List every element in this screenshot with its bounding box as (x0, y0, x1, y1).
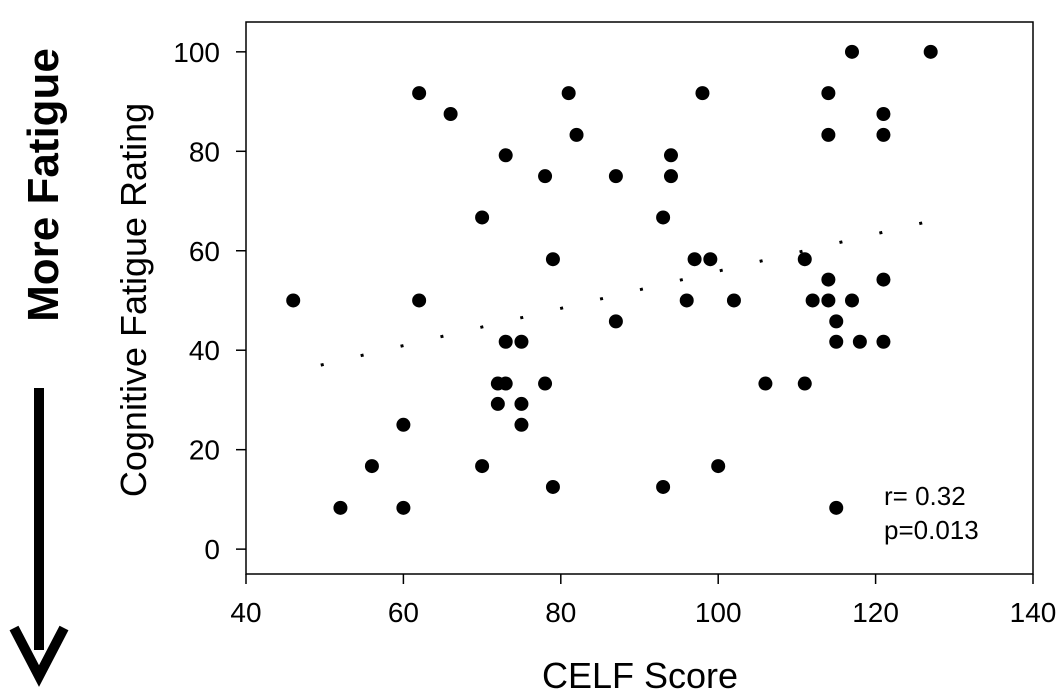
data-point (608, 314, 623, 329)
plot-frame (245, 21, 1034, 575)
data-point (821, 293, 836, 308)
data-point (829, 314, 844, 329)
y-tick-label: 80 (189, 136, 220, 167)
x-tick-label: 100 (695, 597, 742, 628)
data-point (679, 293, 694, 308)
x-tick-label: 120 (852, 597, 899, 628)
data-point (333, 500, 348, 515)
data-point (687, 252, 702, 267)
data-point (876, 334, 891, 349)
data-point (514, 417, 529, 432)
data-point (498, 334, 513, 349)
data-point (498, 148, 513, 163)
x-tick-label: 80 (545, 597, 576, 628)
data-point (569, 127, 584, 142)
data-points (286, 44, 938, 515)
correlation-r: r= 0.32 (884, 481, 966, 511)
p-value: p=0.013 (884, 515, 979, 545)
data-point (703, 252, 718, 267)
data-point (364, 459, 379, 474)
tick-labels: 40 60 80 100 120 140 0 20 40 60 80 100 (173, 37, 1056, 628)
more-fatigue-label: More Fatigue (19, 48, 68, 322)
data-point (844, 44, 859, 59)
data-point (514, 334, 529, 349)
data-point (286, 293, 301, 308)
data-point (844, 293, 859, 308)
y-axis-title: Cognitive Fatigue Rating (113, 103, 154, 497)
data-point (545, 479, 560, 494)
data-point (545, 252, 560, 267)
x-axis-title: CELF Score (542, 655, 738, 696)
data-point (656, 479, 671, 494)
data-point (876, 107, 891, 121)
data-point (797, 252, 812, 267)
data-point (711, 459, 726, 474)
data-point (876, 272, 891, 287)
data-point (608, 169, 623, 184)
data-point (498, 376, 513, 391)
y-tick-label: 60 (189, 236, 220, 267)
data-point (758, 376, 773, 391)
data-point (561, 86, 576, 101)
data-point (475, 210, 490, 225)
x-tick-label: 140 (1010, 597, 1057, 628)
axis-ticks (236, 51, 1034, 584)
data-point (538, 376, 553, 391)
data-point (514, 396, 529, 411)
y-tick-label: 20 (189, 435, 220, 466)
data-point (821, 86, 836, 101)
data-point (475, 459, 490, 474)
data-point (829, 500, 844, 515)
data-point (829, 334, 844, 349)
data-point (412, 293, 427, 308)
x-tick-label: 60 (388, 597, 419, 628)
data-point (412, 86, 427, 101)
data-point (695, 86, 710, 101)
data-point (852, 334, 867, 349)
data-point (490, 396, 505, 411)
data-point (396, 500, 411, 515)
data-point (821, 127, 836, 142)
x-tick-label: 40 (230, 597, 261, 628)
data-point (821, 272, 836, 287)
data-point (876, 127, 891, 142)
data-point (538, 169, 553, 184)
y-tick-label: 40 (189, 335, 220, 366)
data-point (805, 293, 820, 308)
data-point (923, 44, 938, 59)
down-arrow-icon (9, 388, 69, 687)
data-point (443, 107, 458, 121)
data-point (726, 293, 741, 308)
data-point (797, 376, 812, 391)
data-point (663, 169, 678, 184)
data-point (396, 417, 411, 432)
y-tick-label: 100 (173, 37, 220, 68)
data-point (656, 210, 671, 225)
data-point (663, 148, 678, 163)
y-tick-label: 0 (204, 534, 220, 565)
